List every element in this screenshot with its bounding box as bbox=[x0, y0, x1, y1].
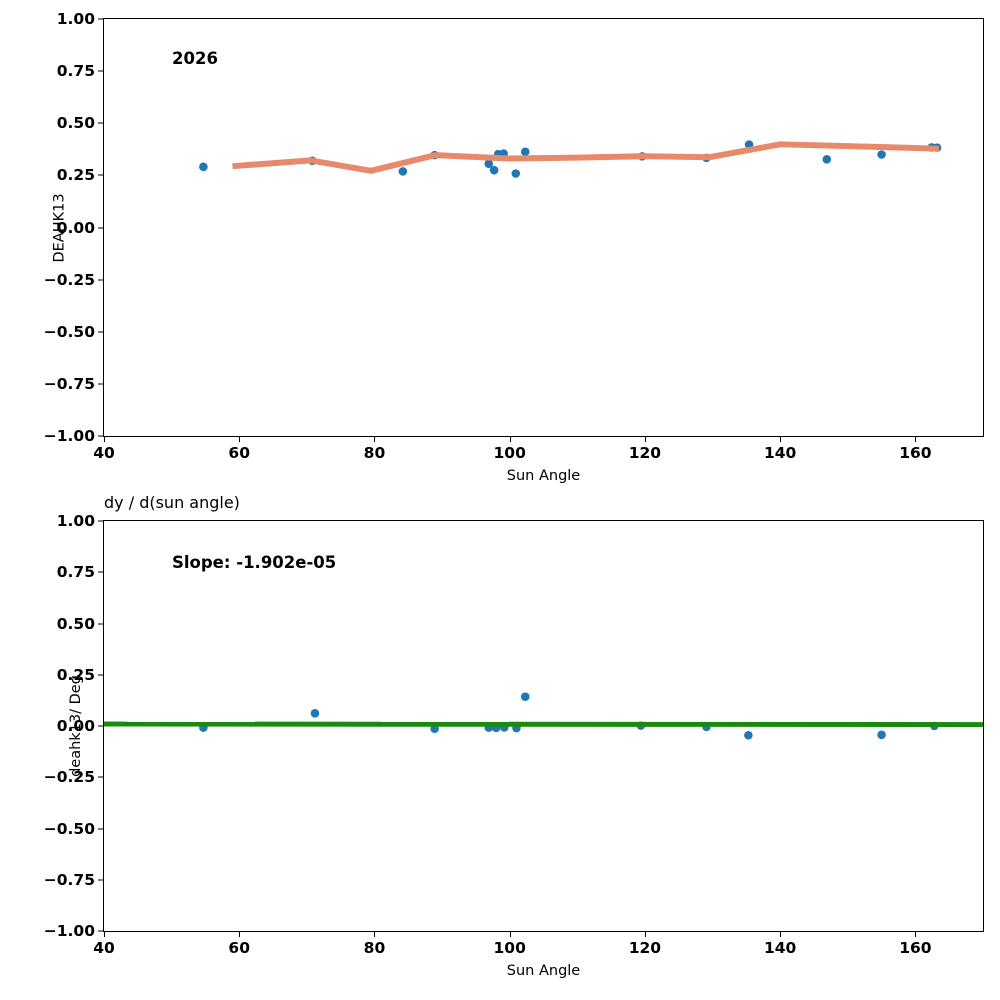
axes-derivative-vs-sun-angle: dy / d(sun angle) Slope: -1.902e-05 1.00… bbox=[44, 493, 984, 979]
y-tick-mark bbox=[98, 930, 104, 932]
plot-title-bottom: dy / d(sun angle) bbox=[104, 493, 240, 512]
y-tick-label: −1.00 bbox=[43, 922, 95, 940]
y-tick-label: 0.25 bbox=[56, 166, 95, 185]
x-tick-label: 160 bbox=[899, 939, 932, 957]
x-tick-mark bbox=[239, 436, 241, 442]
y-tick-label: −0.75 bbox=[43, 374, 95, 393]
x-tick-mark bbox=[644, 436, 646, 442]
data-point bbox=[877, 150, 886, 159]
x-tick-label: 60 bbox=[228, 444, 251, 462]
x-tick-mark bbox=[509, 931, 511, 937]
x-tick-label: 60 bbox=[228, 939, 251, 957]
data-point bbox=[484, 159, 494, 168]
x-tick-mark bbox=[780, 931, 782, 937]
plot-area-top bbox=[199, 140, 942, 178]
x-tick-label: 40 bbox=[93, 939, 115, 957]
data-point bbox=[520, 147, 530, 157]
series-markers-0 bbox=[199, 140, 942, 178]
y-axis-title-top: DEAHK13 bbox=[51, 192, 68, 263]
x-tick-label: 160 bbox=[899, 444, 932, 462]
data-point bbox=[310, 709, 320, 718]
y-tick-mark bbox=[98, 227, 104, 228]
y-tick-mark bbox=[98, 435, 104, 437]
y-tick-label: −1.00 bbox=[43, 427, 95, 445]
x-tick-label: 80 bbox=[363, 444, 386, 462]
x-tick-label: 100 bbox=[493, 939, 526, 957]
y-tick-mark bbox=[98, 828, 104, 829]
y-tick-mark bbox=[98, 331, 104, 333]
y-tick-label: −0.75 bbox=[43, 870, 95, 889]
x-tick-mark bbox=[374, 931, 376, 937]
y-tick-label: −0.25 bbox=[43, 270, 95, 289]
x-tick-mark bbox=[239, 931, 241, 937]
y-tick-label: 0.75 bbox=[56, 563, 95, 582]
y-tick-mark bbox=[98, 122, 104, 124]
y-tick-label: 0.00 bbox=[56, 218, 95, 237]
x-tick-mark bbox=[374, 436, 376, 442]
x-tick-label: 120 bbox=[628, 939, 662, 957]
y-tick-mark bbox=[98, 571, 104, 573]
data-point bbox=[520, 692, 530, 701]
y-tick-mark bbox=[98, 776, 104, 778]
series-line-1 bbox=[103, 721, 984, 728]
y-tick-mark bbox=[98, 383, 104, 385]
x-tick-label: 120 bbox=[628, 444, 662, 462]
y-tick-mark bbox=[98, 279, 104, 281]
x-tick-label: 40 bbox=[93, 444, 115, 462]
x-tick-mark bbox=[104, 436, 105, 442]
y-tick-mark bbox=[98, 174, 104, 176]
x-tick-mark bbox=[915, 931, 917, 937]
y-tick-label: 0.50 bbox=[56, 114, 95, 133]
y-axis-title-bottom: deahk13/ Deg bbox=[67, 675, 84, 777]
data-point bbox=[398, 167, 408, 176]
y-tick-mark bbox=[98, 879, 104, 881]
y-tick-mark bbox=[98, 623, 104, 624]
x-tick-label: 140 bbox=[763, 444, 797, 462]
x-tick-mark bbox=[104, 931, 105, 937]
x-axis-title-bottom: Sun Angle bbox=[506, 963, 581, 979]
x-tick-mark bbox=[915, 436, 917, 442]
slope-annotation: Slope: -1.902e-05 bbox=[172, 553, 337, 572]
x-tick-mark bbox=[509, 436, 511, 442]
x-tick-label: 80 bbox=[363, 939, 386, 957]
x-axis-title-top: Sun Angle bbox=[506, 468, 581, 484]
x-tick-label: 100 bbox=[493, 444, 526, 462]
series-markers-0 bbox=[199, 692, 939, 740]
y-tick-mark bbox=[98, 674, 104, 676]
data-point bbox=[489, 165, 499, 175]
y-tick-label: 1.00 bbox=[56, 10, 95, 28]
plot-area-bottom bbox=[103, 692, 984, 740]
y-tick-label: −0.25 bbox=[43, 768, 95, 787]
y-tick-label: −0.50 bbox=[43, 322, 95, 341]
data-point bbox=[744, 730, 753, 740]
y-tick-mark bbox=[98, 18, 104, 20]
y-tick-label: 0.00 bbox=[56, 717, 95, 735]
y-tick-label: 0.50 bbox=[56, 614, 95, 633]
data-point bbox=[822, 155, 832, 164]
y-tick-label: 0.25 bbox=[56, 665, 95, 684]
year-annotation: 2026 bbox=[172, 49, 218, 68]
y-tick-label: 1.00 bbox=[56, 512, 95, 530]
data-point bbox=[511, 169, 521, 178]
y-tick-mark bbox=[98, 725, 104, 727]
x-tick-label: 140 bbox=[763, 939, 797, 957]
y-tick-mark bbox=[98, 70, 104, 72]
y-tick-label: −0.50 bbox=[43, 819, 95, 838]
series-line-1 bbox=[232, 141, 940, 174]
data-point bbox=[199, 162, 208, 172]
x-tick-mark bbox=[780, 436, 782, 442]
y-tick-label: 0.75 bbox=[56, 62, 95, 81]
axes-deahk13-vs-sun-angle: 2026 1.00 0.75 0.50 0.25 0.00 −0.25 −0.50 −0.75… bbox=[44, 10, 984, 484]
y-tick-mark bbox=[98, 520, 104, 522]
data-point bbox=[877, 730, 886, 740]
x-tick-mark bbox=[644, 931, 646, 937]
